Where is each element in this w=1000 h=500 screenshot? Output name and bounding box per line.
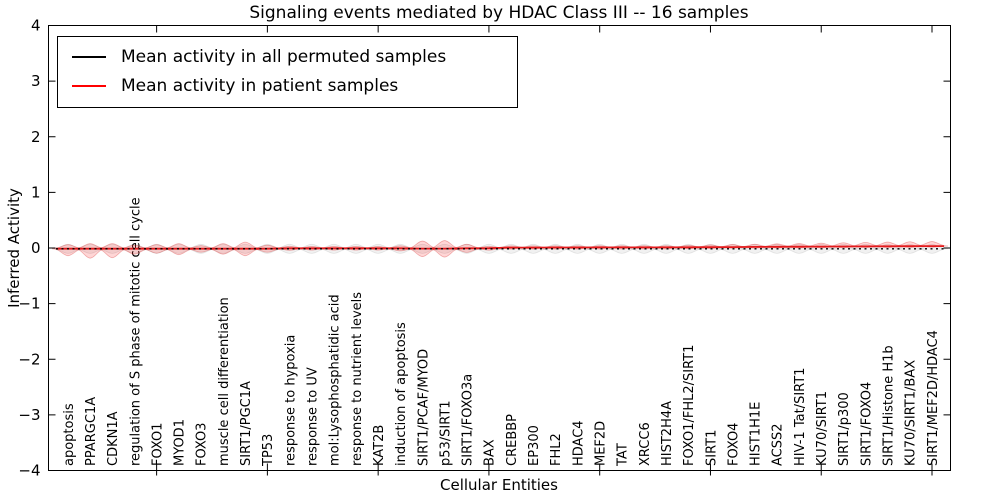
- x-category-label: apoptosis: [62, 403, 77, 466]
- x-category-label: FOXO3: [195, 423, 210, 466]
- x-category-label: muscle cell differentiation: [217, 297, 232, 466]
- x-category-label: regulation of S phase of mitotic cell cy…: [128, 197, 143, 466]
- legend-item-patient: Mean activity in patient samples: [58, 71, 517, 100]
- legend-item-permuted: Mean activity in all permuted samples: [58, 42, 517, 71]
- x-category-label: HIV-1 Tat/SIRT1: [793, 368, 808, 466]
- x-category-label: FHL2: [549, 433, 564, 466]
- y-tick-label: −3: [18, 406, 40, 424]
- x-category-label: BAX: [483, 439, 498, 466]
- x-category-label: XRCC6: [638, 422, 653, 466]
- x-category-label: TP53: [261, 434, 276, 467]
- y-tick-label: −4: [18, 462, 40, 480]
- violin-permuted: [627, 243, 661, 254]
- x-category-label: SIRT1/p300: [837, 392, 852, 466]
- x-category-label: KU70/SIRT1: [815, 391, 830, 466]
- x-category-label: FOXO4: [726, 423, 741, 466]
- x-category-label: HIST2H4A: [660, 401, 675, 466]
- x-category-label: CDKN1A: [106, 411, 121, 466]
- patient-line-swatch: [72, 84, 106, 87]
- x-category-label: PPARGC1A: [84, 397, 99, 466]
- x-category-label: HIST1H1E: [749, 402, 764, 466]
- x-category-label: SIRT1/MEF2D/HDAC4: [926, 330, 941, 466]
- y-tick-label: 2: [31, 128, 41, 146]
- x-category-label: FOXO1/FHL2/SIRT1: [682, 345, 697, 466]
- legend-label-patient: Mean activity in patient samples: [121, 75, 399, 96]
- x-category-label: SIRT1/FOXO3a: [461, 374, 476, 466]
- x-category-label: response to hypoxia: [283, 335, 298, 466]
- x-category-label: response to nutrient levels: [350, 292, 365, 466]
- legend-box: Mean activity in all permuted samples Me…: [57, 36, 518, 108]
- x-category-label: SIRT1/FOXO4: [859, 382, 874, 466]
- violin-permuted: [561, 243, 594, 254]
- x-category-label: p53/SIRT1: [438, 400, 453, 466]
- x-category-label: SIRT1/PGC1A: [239, 381, 254, 466]
- x-category-label: induction of apoptosis: [394, 322, 409, 466]
- x-category-label: HDAC4: [571, 420, 586, 466]
- chart-title: Signaling events mediated by HDAC Class …: [249, 3, 749, 23]
- y-tick-label: −2: [18, 350, 40, 368]
- x-category-label: EP300: [527, 425, 542, 466]
- x-category-label: TAT: [616, 443, 631, 467]
- x-category-label: mol:Lysophosphatidic acid: [328, 294, 343, 466]
- x-category-label: response to UV: [305, 367, 320, 466]
- y-tick-label: −1: [18, 295, 40, 313]
- violin-permuted: [583, 243, 616, 254]
- x-category-label: KAT2B: [372, 425, 387, 466]
- y-tick-label: 4: [31, 17, 41, 35]
- legend-label-permuted: Mean activity in all permuted samples: [121, 46, 447, 67]
- x-category-label: ACSS2: [771, 423, 786, 466]
- x-category-label: SIRT1/PCAF/MYOD: [416, 349, 431, 466]
- y-tick-label: 3: [31, 72, 41, 90]
- x-category-label: SIRT1: [704, 430, 719, 466]
- violin-patient: [74, 243, 107, 259]
- y-tick-label: 1: [31, 183, 41, 201]
- x-category-label: FOXO1: [150, 423, 165, 466]
- x-category-label: MYOD1: [173, 419, 188, 466]
- x-category-label: MEF2D: [593, 421, 608, 466]
- y-tick-label: 0: [31, 239, 41, 257]
- x-category-label: SIRT1/Histone H1b: [881, 345, 896, 466]
- x-axis-label: Cellular Entities: [440, 476, 558, 494]
- permuted-line-swatch: [72, 55, 106, 58]
- violin-permuted: [605, 243, 638, 254]
- x-category-label: KU70/SIRT1/BAX: [904, 360, 919, 466]
- mean-line-patient: [56, 245, 944, 250]
- x-category-label: CREBBP: [505, 414, 520, 466]
